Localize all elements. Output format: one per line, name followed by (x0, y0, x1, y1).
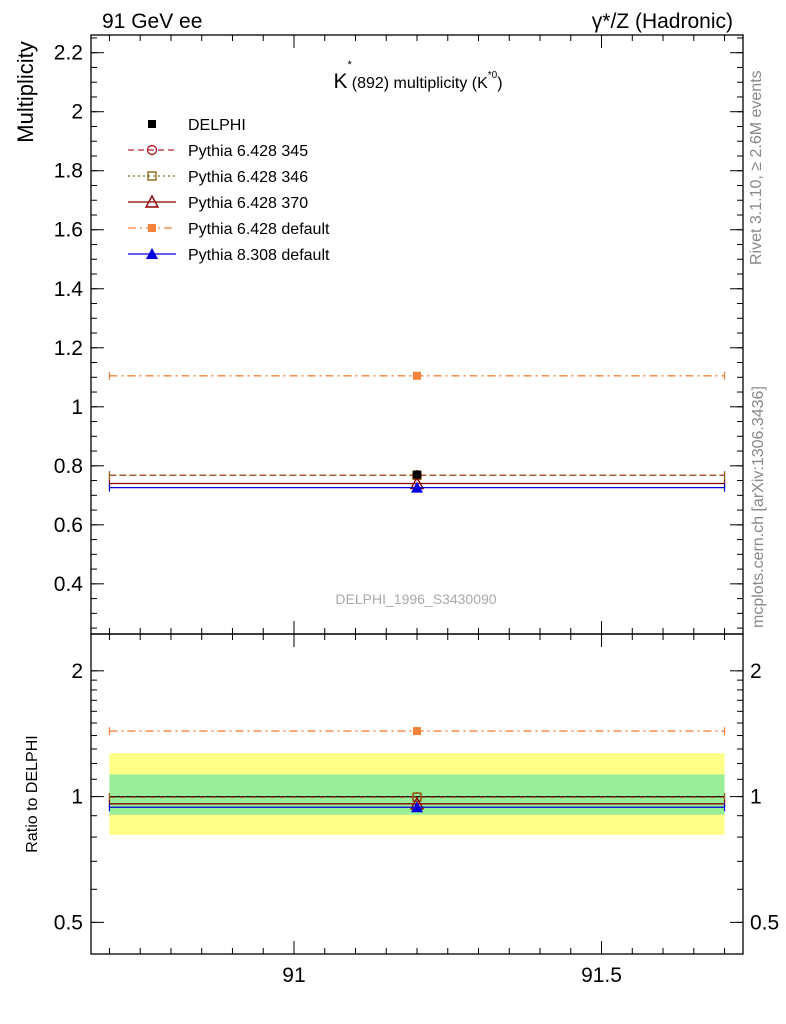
ratio-x-axis: 91 91.5 (108, 634, 726, 987)
main-series-pythia-8-308-default (108, 481, 726, 493)
main-y-tick-label: 2 (71, 101, 83, 124)
main-y-tick-label: 1.8 (54, 160, 83, 183)
header-right: γ*/Z (Hadronic) (592, 10, 733, 33)
main-y-axis: 0.4 0.6 0.8 1 1.2 1.4 1.6 1.8 2 2.2 (54, 37, 743, 629)
legend-marker (146, 248, 158, 259)
ratio-y-tick-label: 1 (71, 786, 83, 809)
legend-marker (144, 194, 160, 208)
legend-item-pythia-6-428-370: Pythia 6.428 370 (128, 194, 308, 212)
chart-title-base: K (333, 70, 347, 93)
main-panel: 0.40.60.811.21.41.61.822.2 Multiplicity … (13, 34, 744, 635)
ratio-y-axis-label: Ratio to DELPHI (24, 735, 41, 852)
main-y-tick-label: 0.6 (54, 514, 83, 537)
legend-label: Pythia 6.428 346 (188, 169, 308, 186)
legend-marker (146, 144, 158, 156)
main-y-tick-label: 0.4 (54, 573, 84, 596)
legend-label: Pythia 6.428 345 (188, 143, 308, 160)
ratio-point-pythia-6-428-346 (412, 792, 422, 802)
main-y-tick-label: 1.4 (54, 278, 84, 301)
legend-label: DELPHI (188, 117, 246, 134)
main-y-tick-label: 1.6 (54, 219, 83, 242)
main-y-tick-label: 0.8 (54, 455, 83, 478)
legend: DELPHI Pythia 6.428 345 Pythia 6.428 346 Py… (128, 117, 330, 264)
main-y-tick-label: 1.2 (54, 337, 83, 360)
legend-item-delphi: DELPHI (148, 117, 246, 134)
main-point-pythia-8-308-default (411, 481, 423, 493)
main-series-delphi (413, 470, 421, 479)
main-point-pythia-6-428-default (413, 371, 421, 380)
ratio-series-pythia-6-428-346 (108, 792, 726, 802)
main-x-axis (108, 35, 726, 634)
ratio-panel: 0.5 0.5 1 1 2 2 91 91.5 Ratio to DELPHI (24, 633, 779, 987)
ratio-point-pythia-8-308-default (411, 801, 423, 813)
analysis-watermark: DELPHI_1996_S3430090 (335, 591, 496, 607)
ratio-y-axis: 0.5 0.5 1 1 2 2 (54, 660, 779, 935)
ratio-y-tick-label-right: 0.5 (750, 911, 779, 934)
chart-title-mid: (892) multiplicity (K (352, 75, 488, 92)
ratio-y-tick-label-right: 1 (750, 786, 762, 809)
legend-label: Pythia 8.308 default (188, 247, 330, 264)
x-tick-label: 91.5 (581, 964, 622, 987)
legend-label: Pythia 6.428 default (188, 221, 330, 238)
main-y-tick-label: 2.2 (54, 42, 83, 65)
chart-title-sup: * (347, 59, 352, 71)
legend-item-pythia-8-308-default: Pythia 8.308 default (128, 247, 330, 264)
x-tick-label: 91 (282, 964, 305, 987)
legend-marker (147, 171, 157, 181)
main-y-axis-label: Multiplicity (13, 41, 38, 142)
legend-item-pythia-6-428-345: Pythia 6.428 345 (128, 143, 308, 160)
legend-label: Pythia 6.428 370 (188, 195, 308, 212)
legend-item-pythia-6-428-default: Pythia 6.428 default (128, 221, 330, 238)
chart-title-end: ) (497, 75, 502, 92)
ratio-series-pythia-6-428-default (108, 727, 726, 736)
rivet-label: Rivet 3.1.10, ≥ 2.6M events (748, 70, 765, 265)
ratio-series-pythia-8-308-default (108, 801, 726, 813)
main-point-delphi (413, 470, 421, 479)
ratio-y-tick-label-right: 2 (750, 660, 762, 683)
ratio-point-pythia-6-428-default (413, 727, 421, 736)
header-left: 91 GeV ee (102, 10, 202, 33)
main-series-pythia-6-428-default (108, 371, 726, 380)
legend-marker (148, 224, 156, 232)
ratio-y-tick-label: 2 (71, 660, 83, 683)
main-y-tick-label: 1 (71, 396, 83, 419)
legend-item-pythia-6-428-346: Pythia 6.428 346 (128, 169, 308, 186)
chart-title-sup2: *0 (488, 70, 498, 81)
mcplots-label: mcplots.cern.ch [arXiv:1306.3436] (750, 386, 767, 628)
chart-title: K*(892) multiplicity (K*0) (333, 59, 502, 93)
legend-marker (148, 120, 156, 128)
ratio-y-tick-label: 0.5 (54, 911, 83, 934)
